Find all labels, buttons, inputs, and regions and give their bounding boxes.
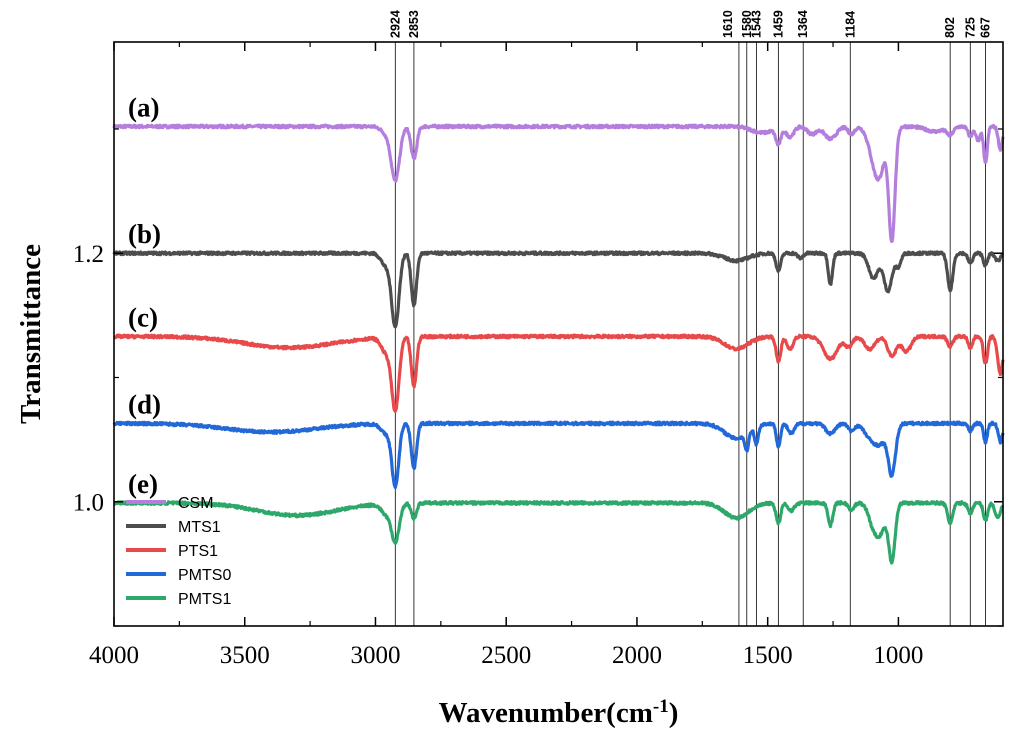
series-line-csm [112, 123, 1005, 243]
curve-tag-mts1: (b) [128, 219, 161, 249]
peak-label-1610: 1610 [721, 10, 735, 38]
legend-label-mts1: MTS1 [178, 519, 221, 536]
curve-tag-pts1: (c) [128, 302, 158, 332]
x-tick-label: 1000 [873, 642, 923, 669]
x-tick-label: 2000 [612, 642, 662, 669]
x-axis-title-sup: -1 [653, 696, 669, 717]
curve-tags: (a) (b) (c) (d) (e) [128, 92, 161, 498]
series-line-pts1 [112, 333, 1005, 413]
x-tick-label: 4000 [89, 642, 139, 669]
curve-tag-pmts1: (e) [128, 469, 158, 499]
curve-tag-csm: (a) [128, 92, 159, 122]
y-axis-title: Transmittance [15, 244, 47, 424]
peak-label-1364: 1364 [796, 10, 810, 38]
legend-label-pmts1: PMTS1 [178, 591, 231, 608]
legend-label-pmts0: PMTS0 [178, 567, 231, 584]
plot-frame [113, 41, 1004, 627]
x-tick-label: 3000 [350, 642, 400, 669]
x-axis-title-close: ) [669, 697, 679, 729]
y-tick-label: 1.2 [73, 241, 104, 268]
x-axis-title-main: Wavenumber(cm [439, 697, 653, 729]
peak-label-1543: 1543 [749, 10, 763, 38]
y-tick-label: 1.0 [73, 490, 104, 517]
legend: CSM MTS1 PTS1 PMTS0 PMTS1 [126, 495, 231, 608]
x-axis-title: Wavenumber(cm-1) [439, 696, 679, 730]
peak-label-1580: 1580 [740, 10, 754, 38]
x-tick-label: 2500 [481, 642, 531, 669]
curve-tag-pmts0: (d) [128, 389, 161, 419]
spectra-curves [112, 123, 1005, 565]
series-line-pmts1 [112, 500, 1005, 565]
x-tick-label: 1500 [743, 642, 793, 669]
legend-label-pts1: PTS1 [178, 543, 218, 560]
legend-label-csm: CSM [178, 495, 214, 512]
peak-label-1184: 1184 [843, 11, 857, 38]
series-line-pmts0 [112, 420, 1005, 490]
peak-label-1459: 1459 [771, 10, 785, 38]
x-axis-ticks: 4000 3500 3000 2500 2000 1500 1000 [89, 42, 923, 669]
peak-label-725: 725 [963, 17, 977, 38]
x-tick-label: 3500 [220, 642, 270, 669]
peak-label-667: 667 [978, 17, 992, 38]
peak-label-2853: 2853 [407, 10, 421, 38]
peak-label-2924: 2924 [388, 10, 402, 38]
peak-label-802: 802 [943, 17, 957, 38]
y-axis-ticks: 1.0 1.2 [73, 128, 1003, 627]
series-line-mts1 [112, 250, 1005, 329]
